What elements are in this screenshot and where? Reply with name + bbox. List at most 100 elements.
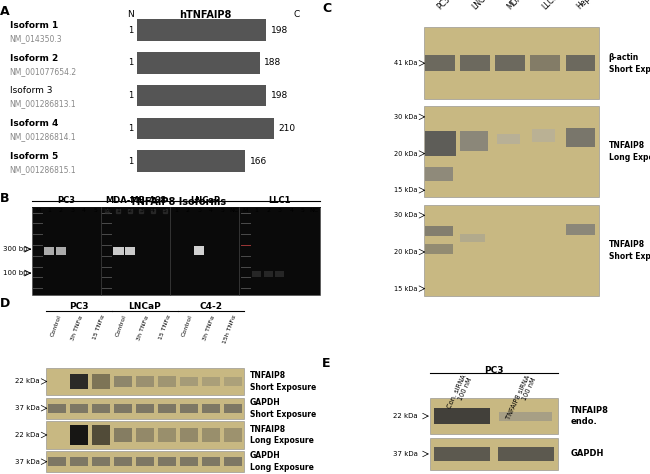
Text: 5: 5 [301, 208, 305, 213]
Text: 3h TNFα: 3h TNFα [70, 314, 84, 341]
Bar [158, 428, 176, 442]
Text: LNCaP: LNCaP [470, 0, 494, 11]
Text: Isoform 5: Isoform 5 [10, 152, 58, 161]
Text: 15 TNFα: 15 TNFα [158, 314, 172, 341]
Text: 4: 4 [209, 208, 213, 213]
Text: NC: NC [310, 208, 319, 213]
Bar [136, 457, 154, 466]
Text: TNFAIP8 Isoforms: TNFAIP8 Isoforms [131, 197, 226, 208]
Text: NM_001286815.1: NM_001286815.1 [10, 165, 76, 174]
Text: LLC1: LLC1 [540, 0, 560, 11]
Bar [264, 271, 273, 277]
Bar [136, 376, 154, 387]
Text: NC: NC [229, 208, 239, 213]
Bar [125, 247, 135, 255]
Text: PC3: PC3 [70, 302, 89, 311]
Text: 300 bp: 300 bp [3, 246, 28, 252]
Text: TNFAIP8
Long Exposure: TNFAIP8 Long Exposure [250, 425, 314, 446]
Bar [48, 457, 66, 466]
Text: LNCaP: LNCaP [190, 196, 220, 205]
Text: 166: 166 [250, 156, 267, 165]
Text: hTNFAIP8: hTNFAIP8 [179, 10, 231, 20]
Text: Control: Control [115, 314, 128, 337]
Bar [202, 428, 220, 442]
Text: 1: 1 [128, 91, 133, 100]
Bar [425, 131, 456, 156]
Text: β-actin
Short Exposure: β-actin Short Exposure [608, 53, 650, 73]
Bar [194, 246, 204, 255]
Text: 3: 3 [70, 208, 74, 213]
Text: 30 kDa: 30 kDa [394, 114, 417, 120]
Bar [179, 428, 198, 442]
Text: M: M [242, 208, 248, 213]
Text: 198: 198 [271, 91, 288, 100]
Text: D: D [0, 297, 10, 310]
Text: TNFAIP8 siRNA
100 nM: TNFAIP8 siRNA 100 nM [505, 374, 538, 423]
Bar [434, 447, 490, 461]
Bar [92, 404, 110, 412]
Text: 1: 1 [174, 208, 178, 213]
Bar [48, 404, 66, 412]
Bar [202, 377, 220, 386]
Bar [275, 271, 285, 277]
Text: TNFAIP8
Short Exposure: TNFAIP8 Short Exposure [250, 371, 317, 392]
Bar [424, 205, 599, 296]
Text: TNFAIP8
Long Exposure: TNFAIP8 Long Exposure [608, 141, 650, 162]
Text: 37 kDa: 37 kDa [15, 459, 40, 465]
Bar [460, 131, 488, 151]
Text: 15 kDa: 15 kDa [394, 187, 417, 193]
Bar [202, 404, 220, 412]
Text: Con. siRNA
100 nM: Con. siRNA 100 nM [447, 374, 474, 412]
Text: C: C [293, 10, 300, 19]
Text: Control: Control [49, 314, 62, 337]
Bar [566, 55, 595, 71]
Text: E: E [322, 357, 330, 370]
Text: Control: Control [181, 314, 194, 337]
Text: M: M [35, 208, 40, 213]
Text: 5: 5 [94, 208, 98, 213]
Bar [114, 404, 132, 412]
Bar [136, 404, 154, 412]
Text: 100 bp: 100 bp [3, 270, 28, 276]
Text: N: N [127, 10, 134, 19]
Text: 1: 1 [128, 124, 133, 133]
Bar [114, 457, 132, 466]
Text: Isoform 3: Isoform 3 [10, 86, 52, 95]
Bar [224, 428, 242, 442]
Text: 41 kDa: 41 kDa [394, 60, 417, 66]
Bar [44, 247, 55, 255]
Bar [532, 129, 555, 142]
Text: 3h TNFα: 3h TNFα [136, 314, 150, 341]
Bar [92, 425, 110, 445]
Bar [137, 150, 245, 172]
Bar [113, 247, 124, 255]
Text: 2: 2 [185, 208, 190, 213]
Bar [566, 224, 595, 235]
Bar [460, 234, 485, 242]
Bar [137, 19, 266, 41]
Text: NM_001077654.2: NM_001077654.2 [10, 67, 77, 76]
Bar [70, 457, 88, 466]
Bar [499, 411, 552, 420]
Bar [252, 271, 261, 277]
Bar [179, 457, 198, 466]
Text: 2: 2 [128, 208, 132, 213]
Text: 37 kDa: 37 kDa [15, 405, 40, 411]
Text: 5: 5 [162, 208, 166, 213]
Bar [424, 27, 599, 99]
Text: B: B [0, 192, 10, 205]
Text: 2: 2 [266, 208, 270, 213]
Text: 210: 210 [279, 124, 296, 133]
Text: 20 kDa: 20 kDa [394, 151, 417, 156]
Bar [179, 404, 198, 412]
Text: PC3: PC3 [484, 366, 504, 375]
Text: 22 kDa: 22 kDa [15, 432, 40, 438]
Text: 37 kDa: 37 kDa [393, 451, 417, 457]
Text: 1: 1 [128, 58, 133, 67]
Bar [137, 118, 274, 139]
Bar [46, 451, 244, 472]
Text: NM_014350.3: NM_014350.3 [10, 34, 62, 43]
Bar [158, 376, 176, 387]
Text: 198: 198 [271, 26, 288, 35]
Text: 3: 3 [140, 208, 144, 213]
